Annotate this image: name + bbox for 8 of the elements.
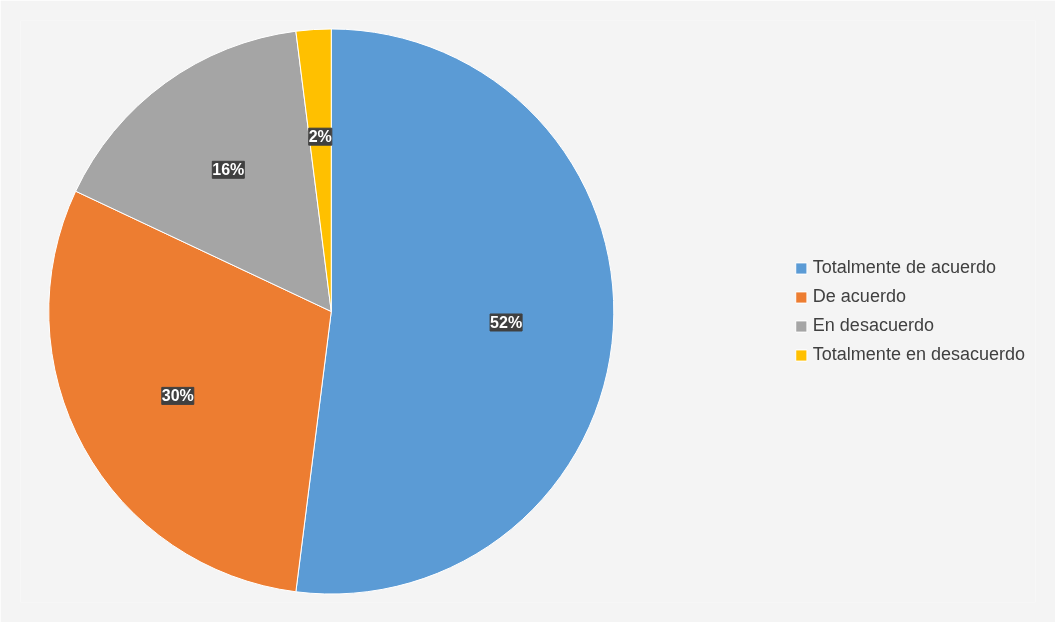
legend-label: De acuerdo xyxy=(812,286,906,307)
legend-label: En desacuerdo xyxy=(812,315,934,336)
data-label: 30% xyxy=(161,387,194,405)
data-label: 2% xyxy=(308,128,332,146)
data-label: 16% xyxy=(212,161,245,179)
legend-label: Totalmente en desacuerdo xyxy=(812,344,1025,365)
data-label: 52% xyxy=(490,314,523,331)
legend-label: Totalmente de acuerdo xyxy=(812,257,996,278)
